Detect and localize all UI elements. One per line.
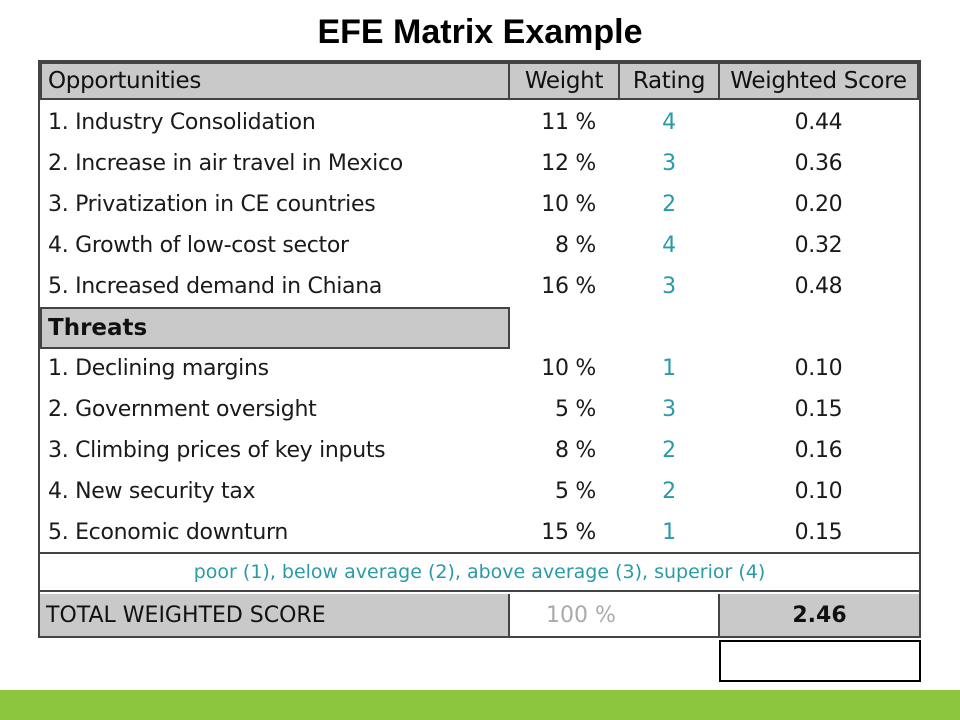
score-cell: 0.16 [794, 438, 843, 463]
score-cell: 0.20 [794, 192, 843, 217]
factor-cell: 4. Growth of low-cost sector [48, 233, 349, 258]
rating-cell: 2 [662, 192, 676, 217]
table-row: 3. Climbing prices of key inputs 8 % 2 0… [40, 430, 919, 471]
score-cell: 0.10 [794, 356, 843, 381]
factor-cell: 1. Industry Consolidation [48, 110, 316, 135]
header-weight: Weight [508, 62, 620, 100]
header-opportunities: Opportunities [40, 62, 510, 100]
table-row: 4. Growth of low-cost sector 8 % 4 0.32 [40, 225, 919, 266]
empty-box [719, 640, 921, 682]
factor-cell: 5. Economic downturn [48, 520, 289, 545]
rating-cell: 4 [662, 110, 676, 135]
footer-bar [0, 690, 960, 720]
header-weighted-score: Weighted Score [718, 62, 919, 100]
rating-cell: 2 [662, 438, 676, 463]
rating-cell: 3 [662, 397, 676, 422]
rating-cell: 4 [662, 233, 676, 258]
header-rating: Rating [618, 62, 720, 100]
score-cell: 0.15 [794, 520, 843, 545]
weight-cell: 16 % [541, 274, 596, 299]
rating-cell: 1 [662, 520, 676, 545]
table-header-row: Opportunities Weight Rating Weighted Sco… [40, 62, 919, 100]
table-row: 1. Industry Consolidation 11 % 4 0.44 [40, 102, 919, 143]
rating-legend: poor (1), below average (2), above avera… [40, 552, 919, 592]
factor-cell: 2. Government oversight [48, 397, 317, 422]
factor-cell: 2. Increase in air travel in Mexico [48, 151, 403, 176]
factor-cell: 4. New security tax [48, 479, 256, 504]
weight-cell: 8 % [555, 438, 596, 463]
score-cell: 0.32 [794, 233, 843, 258]
weight-cell: 5 % [555, 479, 596, 504]
rating-cell: 3 [662, 151, 676, 176]
factor-cell: 1. Declining margins [48, 356, 269, 381]
table-row: 2. Increase in air travel in Mexico 12 %… [40, 143, 919, 184]
score-cell: 0.36 [794, 151, 843, 176]
factor-cell: 3. Climbing prices of key inputs [48, 438, 386, 463]
total-row: TOTAL WEIGHTED SCORE 100 % 2.46 [40, 594, 919, 636]
table-row: 4. New security tax 5 % 2 0.10 [40, 471, 919, 512]
slide-title: EFE Matrix Example [317, 13, 643, 51]
score-cell: 0.44 [794, 110, 843, 135]
rating-cell: 1 [662, 356, 676, 381]
rating-cell: 2 [662, 479, 676, 504]
total-weight: 100 % [546, 602, 616, 628]
table-row: 5. Increased demand in Chiana 16 % 3 0.4… [40, 266, 919, 307]
rating-cell: 3 [662, 274, 676, 299]
factor-cell: 3. Privatization in CE countries [48, 192, 376, 217]
efe-matrix-table: Opportunities Weight Rating Weighted Sco… [38, 60, 921, 638]
table-row: 3. Privatization in CE countries 10 % 2 … [40, 184, 919, 225]
table-row: 5. Economic downturn 15 % 1 0.15 [40, 512, 919, 553]
weight-cell: 12 % [541, 151, 596, 176]
total-score: 2.46 [718, 594, 919, 636]
score-cell: 0.15 [794, 397, 843, 422]
weight-cell: 11 % [541, 110, 596, 135]
table-row: 2. Government oversight 5 % 3 0.15 [40, 389, 919, 430]
weight-cell: 10 % [541, 356, 596, 381]
threats-section-label: Threats [40, 307, 510, 349]
total-label: TOTAL WEIGHTED SCORE [40, 594, 510, 636]
factor-cell: 5. Increased demand in Chiana [48, 274, 383, 299]
weight-cell: 15 % [541, 520, 596, 545]
score-cell: 0.48 [794, 274, 843, 299]
table-row: 1. Declining margins 10 % 1 0.10 [40, 348, 919, 389]
weight-cell: 10 % [541, 192, 596, 217]
weight-cell: 5 % [555, 397, 596, 422]
score-cell: 0.10 [794, 479, 843, 504]
weight-cell: 8 % [555, 233, 596, 258]
